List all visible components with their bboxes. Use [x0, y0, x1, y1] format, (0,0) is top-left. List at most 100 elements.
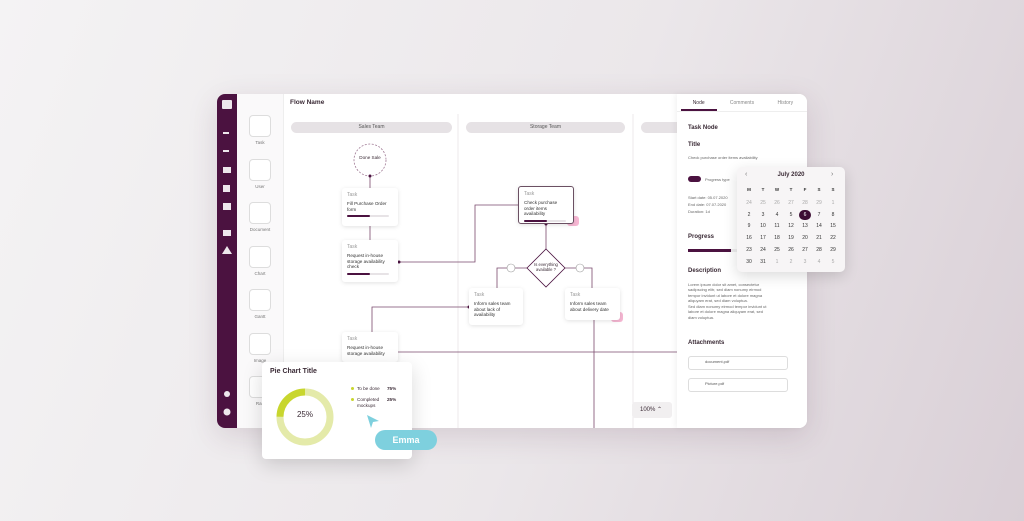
weekday: S [831, 187, 835, 192]
progress-bar [524, 220, 566, 223]
day[interactable]: 14 [816, 223, 822, 230]
day[interactable]: 6 [799, 209, 811, 220]
end-date: End date: 07.07.2020 [688, 202, 727, 207]
task-node[interactable]: Task Inform sales team about lack of avai… [469, 288, 523, 325]
attachment[interactable]: document.pdf [688, 356, 788, 370]
task-label: Task [347, 192, 358, 198]
attachment[interactable]: Picture.pdf [688, 378, 788, 392]
task-node[interactable]: Task Fill Purchase Order form [342, 188, 398, 226]
donut-chart [276, 388, 334, 446]
day[interactable]: 21 [816, 235, 822, 242]
description: Sed diam nonumy eirmod tempor invidunt u… [688, 304, 767, 320]
day[interactable]: 13 [802, 223, 808, 230]
weekday: T [789, 187, 793, 192]
day[interactable]: 23 [746, 246, 752, 253]
decision-node: Is everything available ? [534, 262, 558, 273]
day[interactable]: 3 [803, 258, 807, 265]
day[interactable]: 19 [788, 235, 794, 242]
tool[interactable]: Document [237, 202, 283, 232]
day[interactable]: 24 [760, 246, 766, 253]
day[interactable]: 5 [831, 258, 835, 265]
task-text: Fill Purchase Order form [347, 201, 387, 212]
tool[interactable]: Task [237, 115, 283, 145]
day[interactable]: 11 [774, 223, 780, 230]
zoom-level: 100% [640, 407, 656, 413]
task-node[interactable]: Task Request in-house storage availabilit… [342, 240, 398, 282]
tool-label: Document [249, 227, 271, 232]
day[interactable]: 9 [747, 223, 751, 230]
day[interactable]: 5 [789, 211, 793, 218]
task-label: Task [474, 292, 485, 298]
day[interactable]: 1 [831, 200, 835, 206]
day[interactable]: 10 [760, 223, 766, 230]
tool[interactable]: Gantt [237, 289, 283, 319]
tab[interactable]: History [777, 100, 794, 106]
center-label: 25% [296, 410, 313, 419]
day[interactable]: 16 [746, 235, 752, 242]
next-month[interactable]: › [831, 171, 834, 178]
day[interactable]: 2 [747, 211, 751, 218]
day[interactable]: 25 [760, 200, 766, 206]
day[interactable]: 28 [816, 246, 822, 253]
start-date: Start date: 05.07.2020 [688, 195, 728, 200]
lane-header [641, 122, 677, 133]
tab-indicator [681, 109, 717, 111]
task-node[interactable]: Task Check purchase order items availabil… [518, 186, 574, 224]
legend-label: To be done [357, 386, 380, 391]
day[interactable]: 4 [775, 211, 779, 218]
day[interactable]: 26 [774, 200, 780, 206]
task-node[interactable]: Task Request in-house storage availabilit… [342, 332, 398, 362]
task-label: Task [347, 336, 358, 342]
day[interactable]: 28 [802, 200, 808, 206]
task-node[interactable]: Task Inform sales team about delivery dat… [565, 288, 620, 320]
day[interactable]: 17 [760, 235, 766, 242]
weekday: T [761, 187, 765, 192]
day[interactable]: 29 [830, 246, 836, 253]
day[interactable]: 20 [802, 235, 808, 242]
day[interactable]: 30 [746, 258, 752, 265]
prev-month[interactable]: ‹ [745, 171, 748, 178]
day[interactable]: 4 [817, 258, 821, 265]
tool-icon [249, 202, 271, 224]
day[interactable]: 12 [788, 223, 794, 230]
day[interactable]: 2 [789, 258, 793, 265]
legend-value: 75% [387, 386, 397, 391]
day[interactable]: 1 [775, 258, 779, 265]
task-label: Task [570, 292, 581, 298]
day[interactable]: 27 [802, 246, 808, 253]
day[interactable]: 7 [817, 211, 821, 218]
file-name: Picture.pdf [705, 381, 725, 386]
day[interactable]: 27 [788, 200, 794, 206]
day[interactable]: 8 [831, 211, 835, 218]
label: Attachments [688, 340, 725, 346]
day[interactable]: 15 [830, 223, 836, 230]
pie-card: Pie Chart Title 25% To be done 75% Complet… [262, 362, 412, 459]
progress-bar [347, 273, 389, 276]
day[interactable]: 24 [746, 200, 752, 206]
day[interactable]: 31 [760, 258, 766, 265]
flow-title: Flow Name [290, 99, 325, 106]
tool-label: Task [255, 140, 265, 145]
title-value: Check purchase order items availability [688, 155, 758, 160]
day[interactable]: 29 [816, 200, 822, 206]
tool-label: User [255, 183, 265, 189]
label: Progress [688, 234, 715, 240]
task-text: Inform sales team about lack of availabi… [474, 301, 511, 318]
task-text: Request in-house storage availability ch… [347, 253, 385, 270]
day[interactable]: 18 [774, 235, 780, 242]
sidebar [217, 94, 237, 428]
day[interactable]: 25 [774, 246, 780, 253]
tool[interactable]: User [237, 158, 283, 189]
cursor [367, 415, 379, 428]
tool[interactable]: Image [237, 332, 283, 363]
tool[interactable]: Chart [237, 245, 283, 276]
day[interactable]: 26 [788, 246, 794, 253]
tab[interactable]: Comments [729, 100, 755, 106]
zoom-control[interactable]: 100% ⌃ [632, 402, 672, 418]
toggle[interactable] [688, 176, 701, 182]
tabs: Node Comments History [677, 100, 807, 106]
tab[interactable]: Node [692, 100, 705, 106]
weekday: W [774, 187, 780, 192]
day[interactable]: 22 [830, 235, 836, 242]
day[interactable]: 3 [761, 211, 765, 218]
